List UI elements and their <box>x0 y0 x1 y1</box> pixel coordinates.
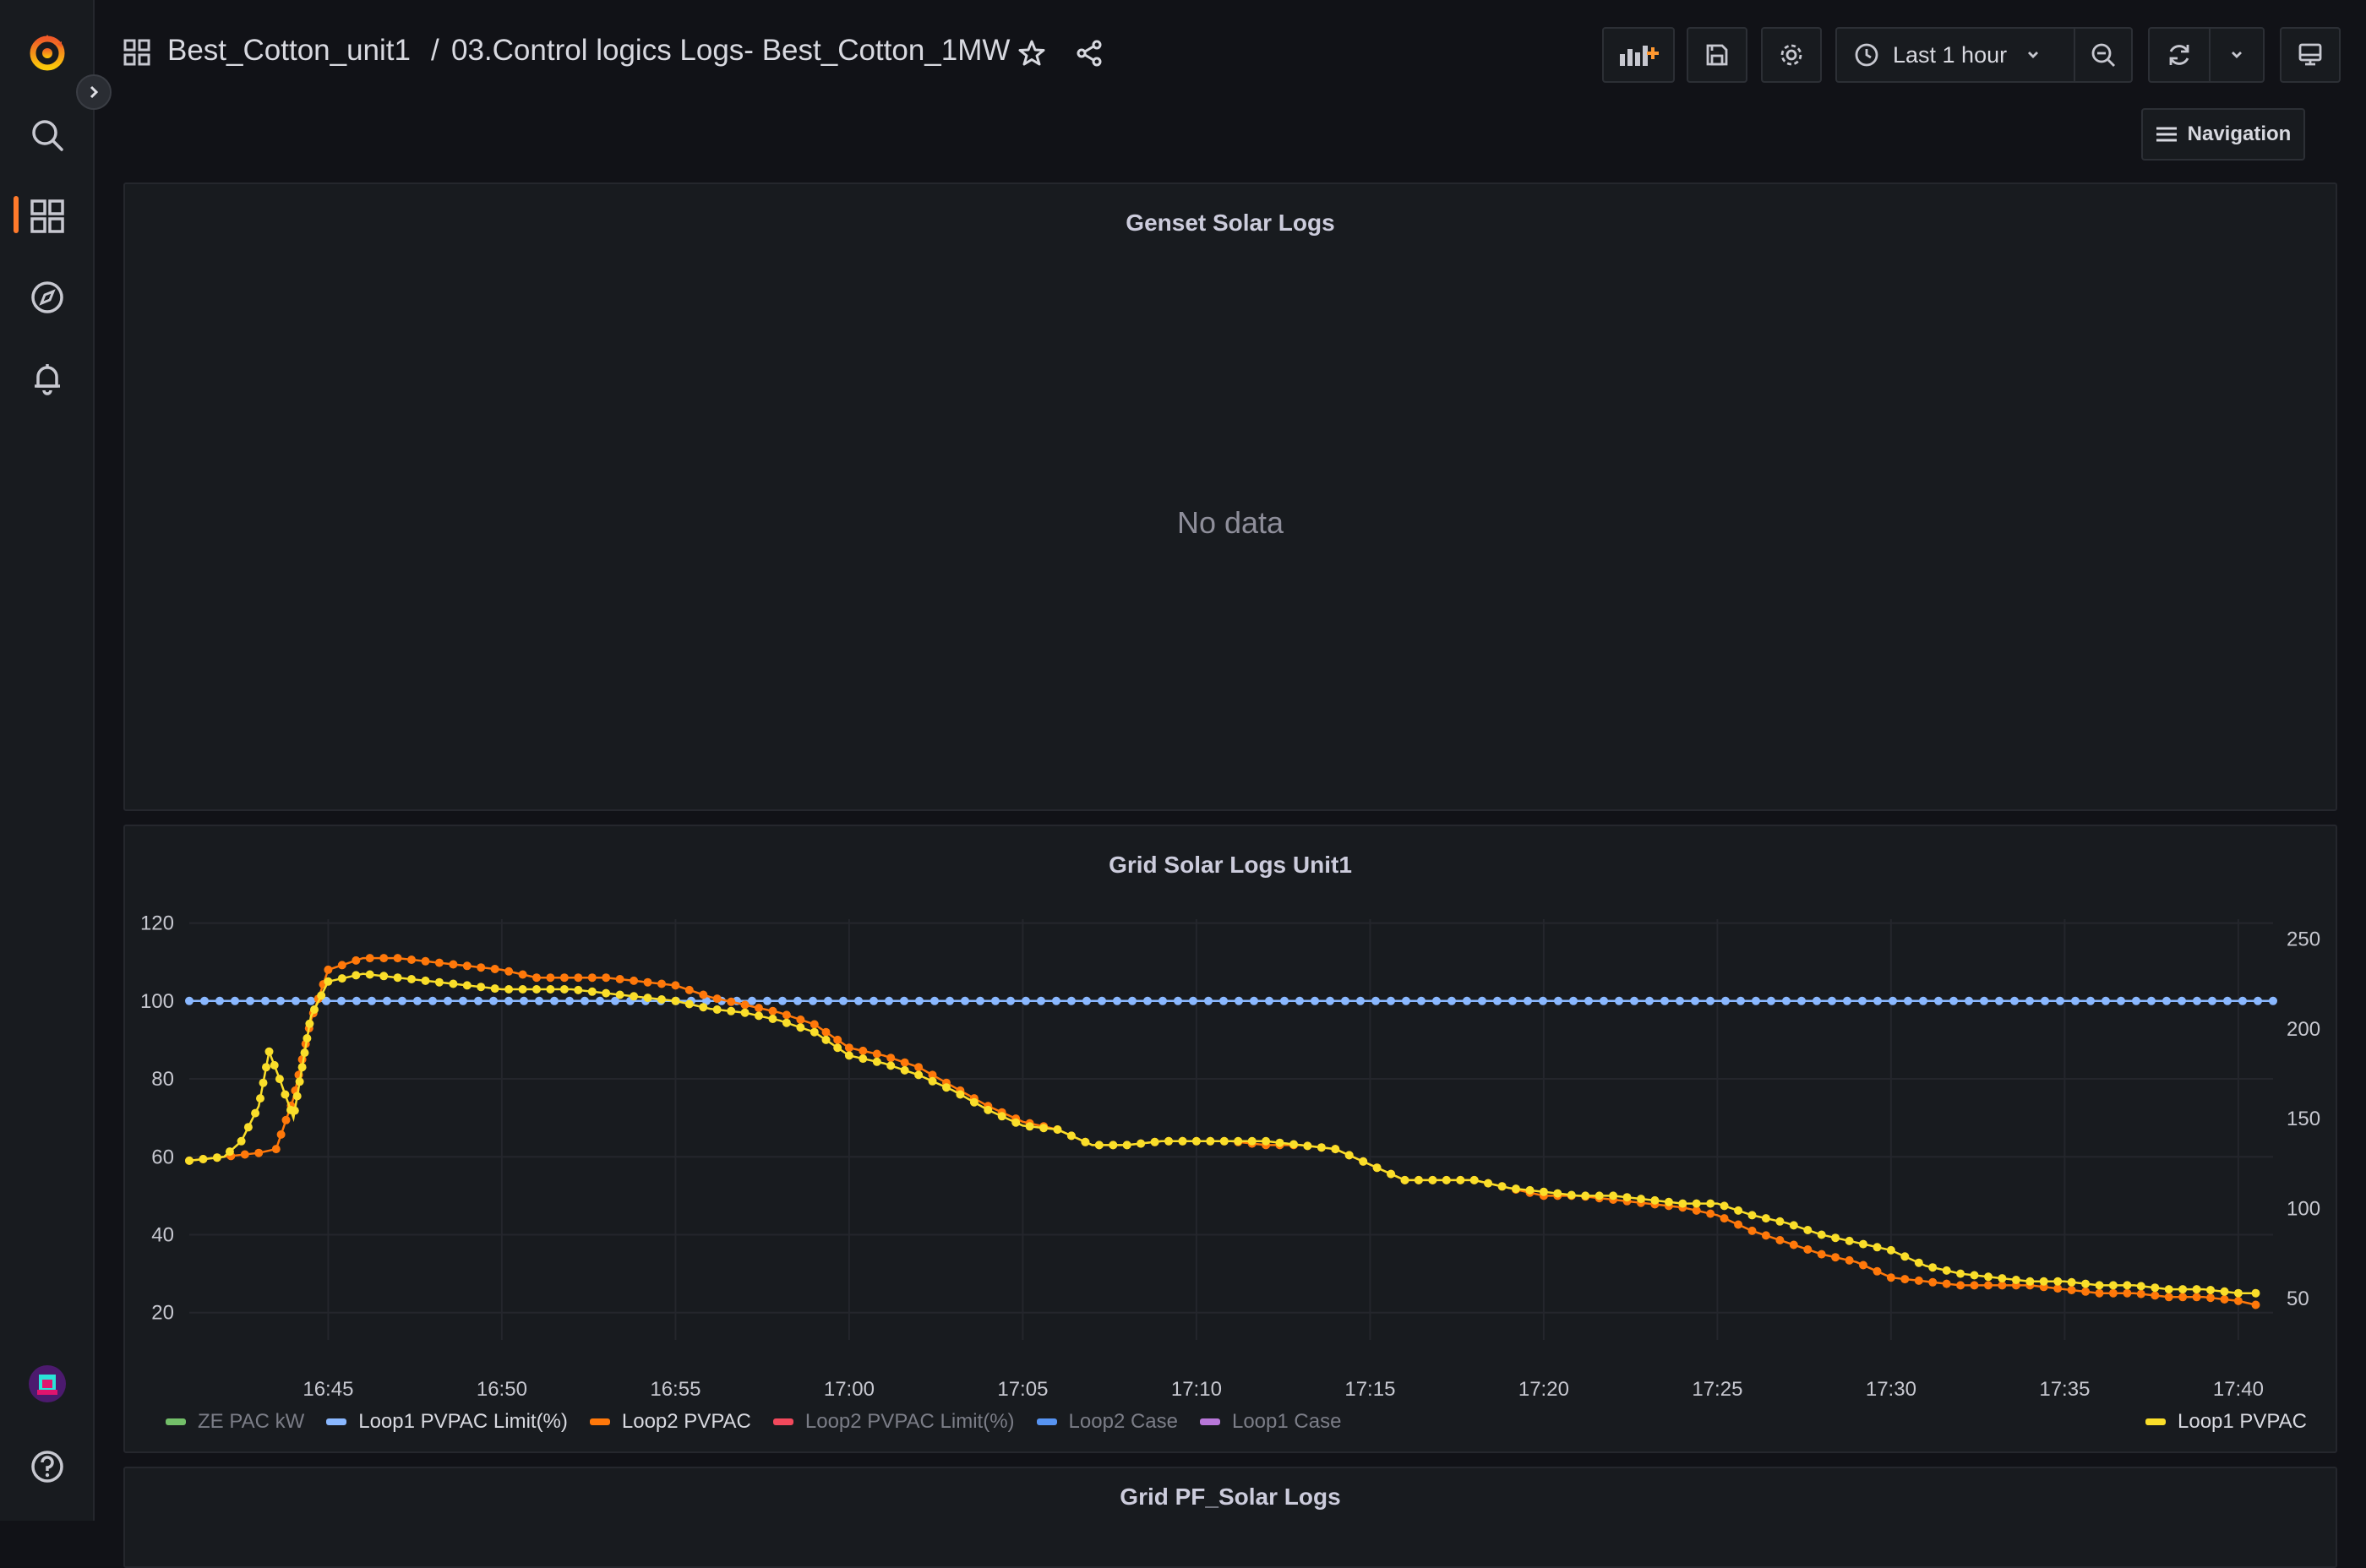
panel-title[interactable]: Genset Solar Logs <box>1126 210 1335 236</box>
chevron-right-icon <box>90 85 99 99</box>
dashboard-settings-button[interactable] <box>1761 27 1822 83</box>
dashboards-icon[interactable] <box>27 196 68 237</box>
chart-legend: ZE PAC kW Loop1 PVPAC Limit(%) Loop2 PVPAC… <box>166 1407 1341 1436</box>
legend-swatch <box>1036 1418 1057 1425</box>
top-navbar: Best_Cotton_unit1 / 03.Control logics Lo… <box>95 0 2366 108</box>
legend-label: Loop2 PVPAC Limit(%) <box>804 1410 1015 1433</box>
monitor-icon <box>2298 43 2322 66</box>
refresh-dashboard-button[interactable] <box>2148 27 2211 83</box>
panel-title[interactable]: Grid PF_Solar Logs <box>1120 1484 1341 1510</box>
sidebar <box>0 0 95 1521</box>
add-panel-icon <box>1620 46 1659 66</box>
legend-item[interactable]: Loop1 PVPAC Limit(%) <box>326 1410 568 1434</box>
user-avatar[interactable] <box>27 1364 68 1404</box>
no-data-message: No data <box>1176 505 1284 540</box>
explore-compass-icon[interactable] <box>27 277 68 318</box>
time-range-picker[interactable]: Last 1 hour <box>1835 27 2075 83</box>
share-icon[interactable] <box>1075 39 1104 72</box>
legend-item[interactable]: Loop2 PVPAC <box>589 1410 751 1434</box>
zoom-out-time-button[interactable] <box>2074 27 2133 83</box>
add-panel-button[interactable] <box>1602 27 1675 83</box>
navigation-label: Navigation <box>2187 122 2292 145</box>
refresh-icon <box>2169 45 2189 65</box>
legend-swatch <box>1199 1418 1220 1425</box>
grafana-logo-icon[interactable] <box>27 32 68 73</box>
panel-title[interactable]: Grid Solar Logs Unit1 <box>1109 852 1352 878</box>
save-icon <box>1706 44 1728 66</box>
star-favorite-icon[interactable] <box>1017 39 1046 72</box>
time-range-label: Last 1 hour <box>1893 41 2008 68</box>
search-icon[interactable] <box>27 115 68 155</box>
sidebar-active-indicator <box>14 196 19 233</box>
breadcrumb-dashboard-title[interactable]: 03.Control logics Logs- Best_Cotton_1MW <box>451 34 1011 67</box>
legend-item[interactable]: Loop1 Case <box>1199 1410 1342 1434</box>
breadcrumb-separator: / <box>431 34 439 67</box>
dashboard-grid-icon <box>123 39 150 70</box>
legend-swatch <box>2145 1418 2166 1425</box>
legend-swatch <box>166 1418 186 1425</box>
cycle-view-mode-button[interactable] <box>2280 27 2341 83</box>
panel-genset-solar-logs[interactable]: Genset Solar Logs No data <box>123 182 2337 811</box>
help-icon[interactable] <box>27 1446 68 1487</box>
panel-grid-pf-solar-logs[interactable]: Grid PF_Solar Logs <box>123 1467 2337 1568</box>
legend-label: Loop1 Case <box>1231 1410 1342 1433</box>
legend-item[interactable]: Loop1 PVPAC <box>2145 1410 2307 1434</box>
legend-label: Loop1 PVPAC Limit(%) <box>358 1410 568 1433</box>
chevron-down-icon <box>2028 52 2039 58</box>
chart-legend-right: Loop1 PVPAC <box>2145 1407 2307 1436</box>
chevron-down-icon <box>2232 52 2242 58</box>
legend-label: Loop2 PVPAC <box>621 1410 751 1433</box>
save-dashboard-button[interactable] <box>1687 27 1747 83</box>
legend-label: ZE PAC kW <box>198 1410 305 1433</box>
legend-item[interactable]: Loop2 PVPAC Limit(%) <box>772 1410 1015 1434</box>
menu-lines-icon <box>2156 127 2177 142</box>
refresh-interval-dropdown[interactable] <box>2209 27 2265 83</box>
expand-sidebar-button[interactable] <box>76 74 112 110</box>
legend-swatch <box>772 1418 793 1425</box>
zoom-out-icon <box>2091 43 2115 67</box>
clock-icon <box>1855 43 1878 67</box>
legend-item[interactable]: Loop2 Case <box>1036 1410 1178 1434</box>
legend-label: Loop1 PVPAC <box>2178 1410 2307 1433</box>
panel-grid-solar-logs-unit1[interactable]: Grid Solar Logs Unit1 <box>123 825 2337 1453</box>
legend-item[interactable]: ZE PAC kW <box>166 1410 304 1434</box>
breadcrumb-folder[interactable]: Best_Cotton_unit1 <box>167 34 411 67</box>
legend-label: Loop2 Case <box>1068 1410 1178 1433</box>
legend-swatch <box>589 1418 610 1425</box>
alerting-bell-icon[interactable] <box>27 358 68 399</box>
gear-icon <box>1780 44 1802 66</box>
navigation-button[interactable]: Navigation <box>2141 108 2305 161</box>
legend-swatch <box>326 1418 347 1425</box>
